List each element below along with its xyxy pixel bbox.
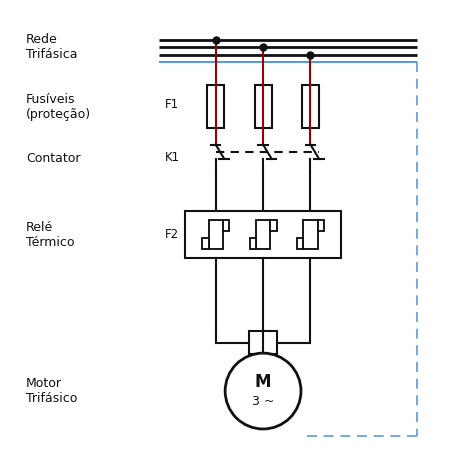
Bar <box>297 238 303 249</box>
Bar <box>303 220 318 249</box>
Text: M: M <box>255 373 271 391</box>
Bar <box>256 220 270 249</box>
Bar <box>270 220 277 231</box>
Text: F1: F1 <box>165 98 179 111</box>
Text: Fusíveis
(proteção): Fusíveis (proteção) <box>26 92 91 121</box>
Text: 3 ~: 3 ~ <box>252 395 274 408</box>
Text: F2: F2 <box>165 228 179 241</box>
Text: Rede
Trifásica: Rede Trifásica <box>26 33 78 62</box>
Bar <box>318 220 324 231</box>
Bar <box>255 85 272 128</box>
Bar <box>223 220 229 231</box>
Bar <box>209 220 223 249</box>
Bar <box>250 238 256 249</box>
Bar <box>302 85 319 128</box>
Bar <box>202 238 209 249</box>
Text: K1: K1 <box>165 151 180 164</box>
Text: Motor
Trifásico: Motor Trifásico <box>26 377 77 405</box>
Text: Relé
Térmico: Relé Térmico <box>26 220 74 249</box>
Bar <box>185 211 341 258</box>
Bar <box>207 85 224 128</box>
Text: Contator: Contator <box>26 152 81 165</box>
Bar <box>249 331 277 354</box>
Circle shape <box>225 353 301 429</box>
